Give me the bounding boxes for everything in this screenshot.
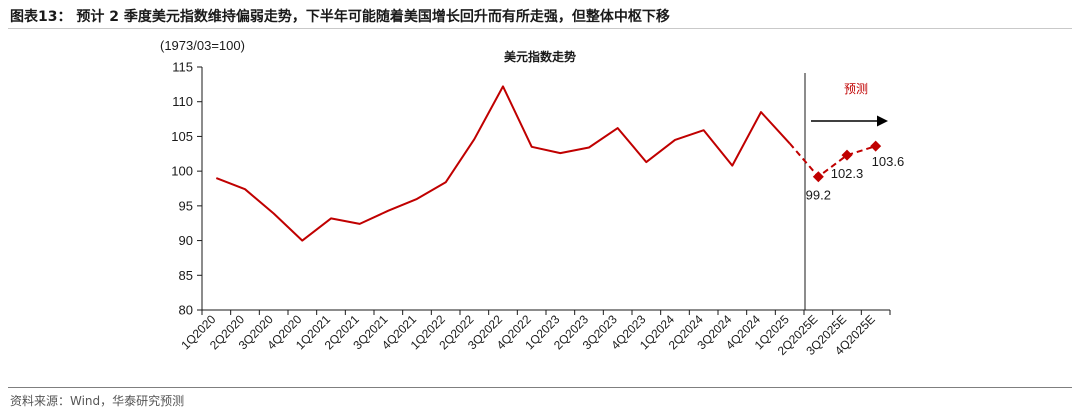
actual-series-line — [215, 85, 791, 242]
forecast-data-label: 102.3 — [831, 166, 864, 181]
y-axis-unit-label: (1973/03=100) — [160, 38, 245, 53]
y-tick-label: 100 — [171, 164, 193, 179]
source-note: 资料来源：Wind，华泰研究预测 — [10, 394, 185, 408]
forecast-data-label: 99.2 — [806, 188, 831, 203]
y-axis-ticks: 80 85 90 95 100 105 110 115 — [171, 60, 202, 318]
title-divider — [8, 28, 1072, 29]
forecast-point — [870, 140, 882, 152]
y-tick-label: 90 — [179, 233, 193, 248]
y-tick-label: 95 — [179, 198, 193, 213]
y-tick-label: 110 — [172, 94, 193, 109]
forecast-series-line — [788, 142, 877, 179]
y-tick-label: 105 — [171, 129, 193, 144]
y-tick-label: 115 — [172, 60, 193, 75]
x-axis-ticks: 1Q20202Q20203Q20204Q20201Q20212Q20213Q20… — [178, 310, 891, 358]
footer-divider — [8, 387, 1072, 388]
forecast-point — [841, 149, 853, 161]
forecast-data-label: 103.6 — [872, 154, 905, 169]
y-tick-label: 80 — [179, 303, 193, 318]
chart-title: 美元指数走势 — [504, 49, 576, 64]
axes — [201, 67, 890, 311]
dxy-line-chart: (1973/03=100) 美元指数走势 80 85 90 95 100 105 110 11… — [160, 38, 905, 358]
forecast-arrow — [811, 115, 888, 127]
figure-title: 图表13： 预计 2 季度美元指数维持偏弱走势，下半年可能随着美国增长回升而有所… — [10, 9, 670, 25]
forecast-label: 预测 — [844, 82, 868, 96]
forecast-point — [812, 171, 824, 183]
series-group — [215, 85, 882, 242]
y-tick-label: 85 — [179, 268, 193, 283]
